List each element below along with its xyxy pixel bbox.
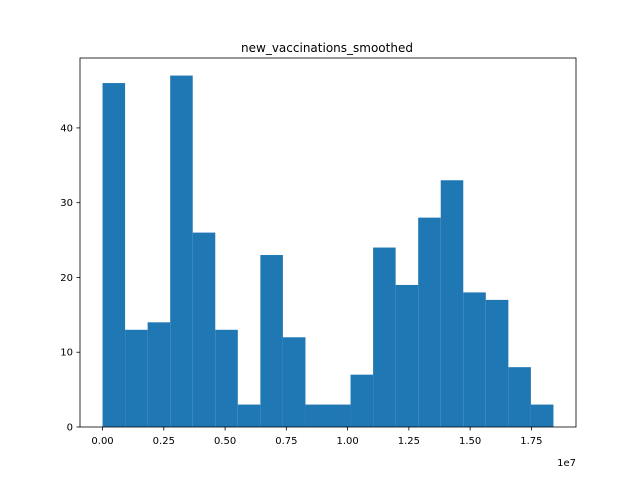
x-tick-label: 1.25 [398,436,420,447]
x-tick-label: 0.75 [275,436,297,447]
histogram-bar [440,180,464,427]
x-tick-label: 0.00 [91,436,113,447]
histogram-bar [508,367,531,427]
histogram-bar [395,284,419,427]
histogram-bar [147,322,171,427]
histogram-bar [328,404,351,427]
plot-frame [79,57,577,428]
histogram-bar [530,404,554,427]
y-tick-label: 40 [60,123,73,134]
y-tick-label: 20 [60,273,73,284]
y-tick-label: 10 [60,348,73,359]
chart-title: new_vaccinations_smoothed [241,41,413,55]
y-tick-label: 0 [67,423,73,434]
x-tick-label: 1.75 [520,436,542,447]
histogram-bar [418,217,441,427]
y-tick-label: 30 [60,198,73,209]
x-offset-label: 1e7 [557,458,576,469]
histogram-bar [282,337,306,427]
y-axis-ticks: 0 10 20 30 40 [60,123,80,434]
x-tick-label: 0.25 [153,436,175,447]
bars-group [102,75,554,428]
histogram-bar [125,329,148,427]
histogram-bar [192,232,216,427]
histogram-bar [215,329,238,427]
x-tick-label: 0.50 [214,436,236,447]
histogram-bar [373,247,396,427]
x-tick-label: 1.50 [459,436,481,447]
histogram-bar [350,374,374,427]
histogram-bar [463,292,486,427]
x-axis-ticks: 0.00 0.25 0.50 0.75 1.00 1.25 1.50 1.75 [91,427,543,447]
histogram-bar [485,299,509,427]
x-tick-label: 1.00 [336,436,358,447]
histogram-bar [102,83,126,427]
histogram-bar [260,255,283,427]
histogram-bar [305,404,328,427]
histogram-bar [170,75,193,428]
histogram-bar [237,404,261,427]
